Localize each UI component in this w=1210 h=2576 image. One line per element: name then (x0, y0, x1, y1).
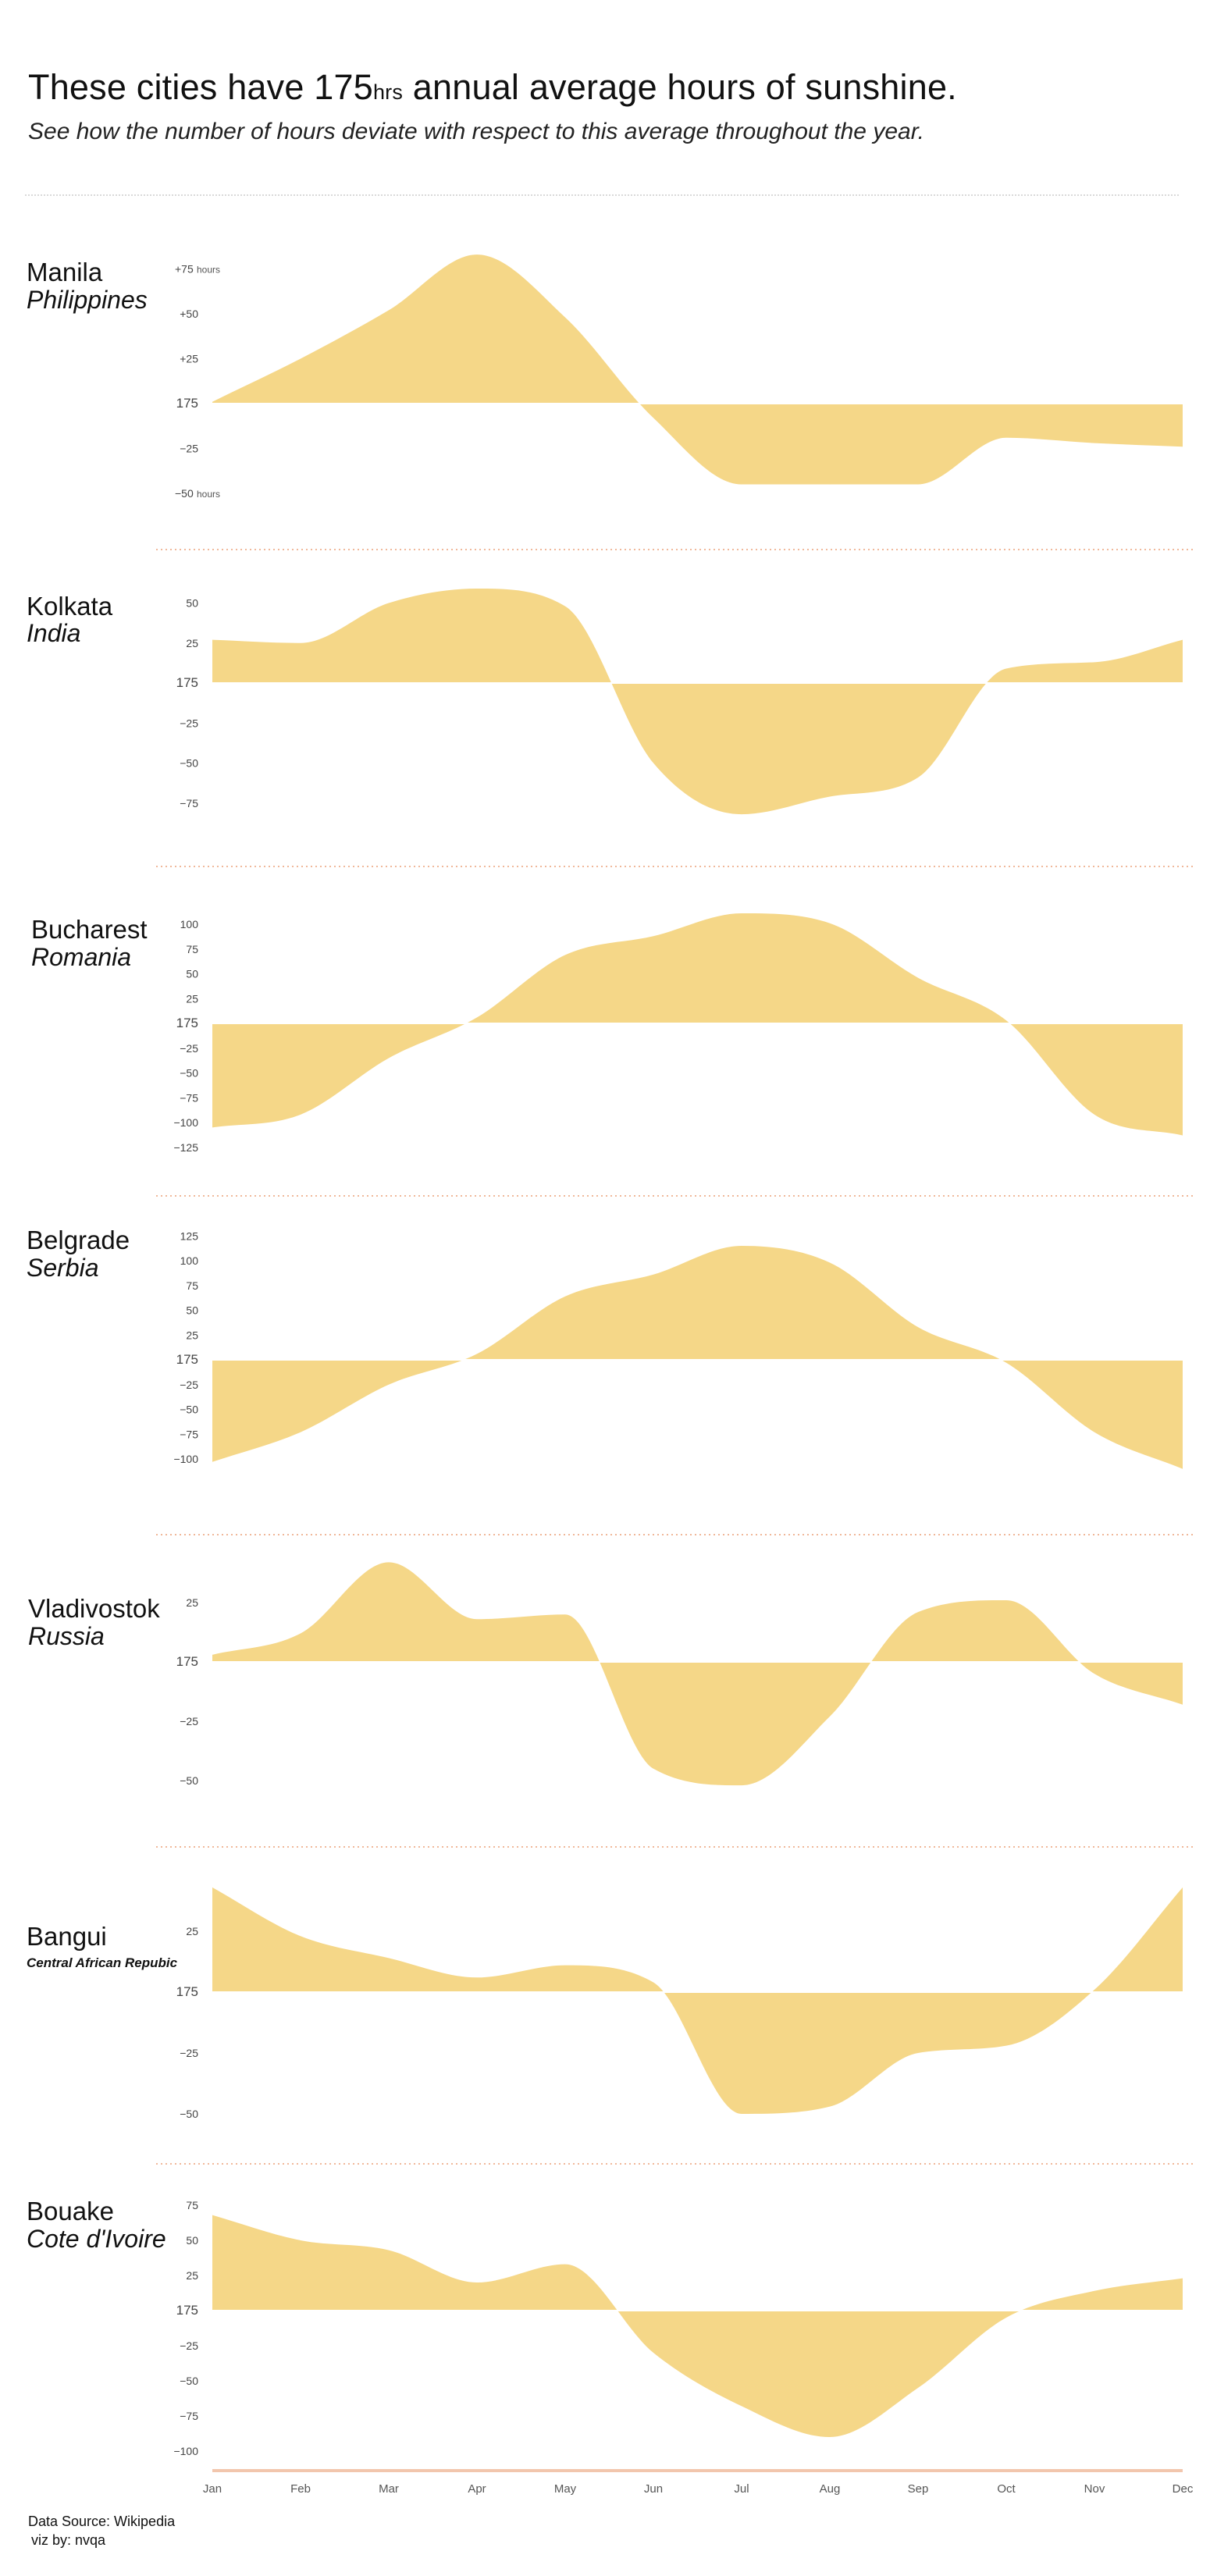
country-label: Russia (28, 1622, 105, 1650)
x-tick-label: Jul (734, 2482, 749, 2496)
y-tick-label: 175 (176, 1352, 198, 1367)
y-tick-label: −50 (180, 2375, 198, 2387)
country-label: Central African Repubic (27, 1955, 178, 1970)
y-tick-label: −25 (180, 2047, 198, 2059)
y-tick-label: −50 (180, 1774, 198, 1787)
country-label: Philippines (27, 286, 148, 314)
x-tick-label: Oct (997, 2482, 1016, 2496)
y-tick-unit: hours (197, 489, 220, 500)
country-label: India (27, 619, 80, 647)
y-tick-label: 100 (180, 1254, 199, 1267)
x-tick-label: Jan (203, 2482, 222, 2496)
y-tick-label: −25 (180, 1042, 198, 1055)
sunshine-deviation-area (212, 1887, 1183, 2114)
city-label: Bouake (27, 2197, 114, 2226)
y-tick-label: −100 (173, 1116, 198, 1129)
y-tick-label: 50 (186, 1304, 198, 1317)
y-tick-label: −75 (180, 1428, 198, 1440)
data-source: Data Source: Wikipedia (28, 2514, 176, 2529)
y-tick-label: +50 (180, 308, 198, 320)
city-label: Bucharest (31, 915, 148, 944)
x-tick-label: Sep (908, 2482, 929, 2496)
page-title: These cities have 175hrs annual average … (28, 67, 957, 108)
y-tick-label: 175 (176, 2303, 198, 2318)
city-label: Vladivostok (28, 1594, 160, 1623)
y-tick-label: −50 (180, 1404, 198, 1416)
y-tick-label: 75 (186, 1279, 198, 1292)
y-tick-label: −75 (180, 797, 198, 809)
y-tick-label: −125 (173, 1141, 198, 1154)
title-suffix: annual average hours of sunshine. (403, 67, 957, 107)
title-unit: hrs (372, 80, 404, 104)
footer: Data Source: Wikipedia viz by: nvqa (28, 2512, 175, 2549)
x-tick-label: Nov (1084, 2482, 1105, 2496)
y-tick-label: −25 (180, 1715, 198, 1727)
y-tick-label: 50 (186, 968, 198, 980)
y-tick-label: 25 (186, 1596, 198, 1609)
y-tick-label: −50 (180, 1067, 198, 1080)
y-tick-label: 75 (186, 943, 198, 955)
y-tick-label: 175 (176, 1984, 198, 1999)
y-tick-label: −50 (180, 757, 198, 770)
sunshine-deviation-area (212, 913, 1183, 1136)
y-tick-unit: hours (197, 265, 220, 276)
sunshine-deviation-area (212, 2215, 1183, 2437)
title-prefix: These cities have 175 (28, 67, 373, 107)
x-tick-label: Dec (1173, 2482, 1194, 2496)
y-tick-label: 25 (186, 1329, 198, 1341)
top-divider (25, 194, 1179, 196)
y-tick-label: −75 (180, 1091, 198, 1104)
y-tick-label: 50 (186, 2234, 198, 2247)
x-tick-label: Jun (644, 2482, 663, 2496)
y-tick-label: 25 (186, 637, 198, 649)
y-tick-label: 75 (186, 2199, 198, 2211)
y-tick-label: −100 (173, 2445, 198, 2457)
y-tick-label: −25 (180, 443, 198, 455)
y-tick-label: 175 (176, 1654, 198, 1669)
y-tick-label: 25 (186, 2269, 198, 2282)
y-tick-label: +75 (175, 263, 194, 276)
x-tick-label: Mar (379, 2482, 399, 2496)
country-label: Cote d'Ivoire (27, 2225, 166, 2253)
y-tick-label: 175 (176, 1016, 198, 1030)
city-label: Bangui (27, 1922, 107, 1951)
y-tick-label: +25 (180, 353, 198, 365)
sunshine-deviation-area (212, 1562, 1183, 1786)
city-label: Belgrade (27, 1226, 130, 1254)
page-subtitle: See how the number of hours deviate with… (28, 119, 924, 144)
y-tick-label: 125 (180, 1229, 199, 1242)
y-tick-label: −100 (173, 1453, 198, 1465)
y-tick-label: −75 (180, 2410, 198, 2422)
country-label: Serbia (27, 1254, 99, 1282)
y-tick-label: −50 (180, 2108, 198, 2120)
x-tick-label: Apr (468, 2482, 486, 2496)
y-tick-label: 175 (176, 396, 198, 411)
y-tick-label: −25 (180, 717, 198, 729)
city-label: Manila (27, 258, 103, 286)
x-tick-label: Feb (290, 2482, 311, 2496)
y-tick-label: 100 (180, 918, 199, 930)
sunshine-deviation-area (212, 254, 1183, 485)
y-tick-label: −25 (180, 1379, 198, 1391)
y-tick-label: 50 (186, 597, 198, 610)
sunshine-deviation-area (212, 1245, 1183, 1469)
x-tick-label: May (554, 2482, 577, 2496)
viz-credit: viz by: nvqa (31, 2532, 106, 2548)
y-tick-label: 175 (176, 675, 198, 690)
y-tick-label: −50 (175, 487, 194, 500)
y-tick-label: −25 (180, 2339, 198, 2352)
city-label: Kolkata (27, 592, 113, 621)
country-label: Romania (31, 943, 131, 971)
y-tick-label: 25 (186, 992, 198, 1005)
sunshine-deviation-area (212, 589, 1183, 815)
x-tick-label: Aug (820, 2482, 841, 2496)
y-tick-label: 25 (186, 1925, 198, 1937)
